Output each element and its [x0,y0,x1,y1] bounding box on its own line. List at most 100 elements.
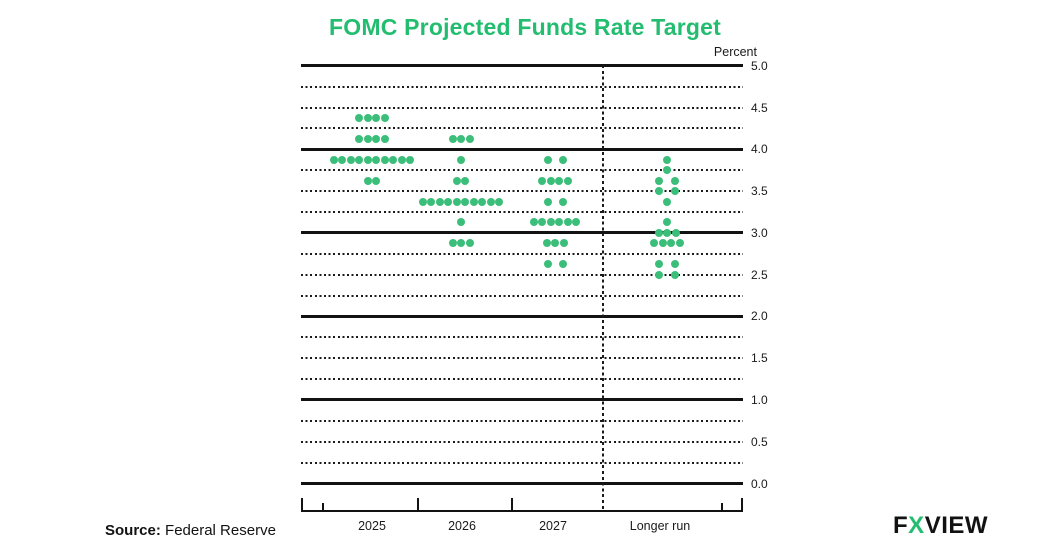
projection-dot [397,155,406,164]
projection-dot [448,134,457,143]
gridline-dotted [301,252,743,255]
y-axis-tick-label: 1.0 [751,392,768,407]
projection-dot [452,176,461,185]
projection-dot [650,239,659,248]
x-axis-label: 2027 [539,519,567,533]
y-axis-unit-label: Percent [713,45,757,59]
projection-dot [363,113,372,122]
projection-dot [538,176,547,185]
projection-dot [546,176,555,185]
projection-dot [563,176,572,185]
projection-dot [346,155,355,164]
x-axis-line [301,510,743,512]
projection-dot [546,218,555,227]
gridline-dotted [301,461,743,464]
gridline-dotted [301,169,743,172]
projection-dot [663,155,671,164]
projection-dot [452,197,461,206]
logo-f: F [893,512,909,539]
projection-dot [543,260,552,269]
projection-dot [465,239,474,248]
y-axis-tick-label: 2.5 [751,267,768,282]
projection-dot [555,218,564,227]
projection-dot [448,239,457,248]
gridline-solid [301,231,743,235]
logo-view: VIEW [924,512,989,539]
x-axis-tick [741,498,743,510]
projection-dot [667,239,676,248]
projection-dot [671,187,679,195]
projection-dot [372,155,381,164]
gridline-dotted [301,357,743,360]
y-axis-tick-label: 5.0 [751,58,768,73]
projection-dot [457,155,465,164]
gridline-dotted [301,210,743,213]
projection-dot [558,155,567,164]
gridline-dotted [301,106,743,109]
source-label: Source: [105,522,161,539]
projection-dot [495,197,504,206]
gridline-dotted [301,127,743,130]
gridline-dotted [301,190,743,192]
gridline-solid [301,147,743,151]
x-axis-label: Longer run [629,519,691,533]
gridline-solid [301,314,743,318]
chart-title: FOMC Projected Funds Rate Target [329,14,721,40]
projection-dot [457,134,465,143]
projection-dot [663,218,671,227]
projection-dot [655,270,663,279]
projection-dot [372,134,381,143]
projection-dot [655,260,663,269]
x-axis-tick-minor [322,503,324,510]
gridline-solid [301,398,743,402]
projection-dot [671,270,679,279]
projection-dot [355,134,364,143]
projection-dot [671,176,679,185]
projection-dot [542,239,551,248]
projection-dot [654,228,663,237]
y-axis-tick-label: 0.0 [751,476,768,491]
projection-dot [457,218,465,227]
source-note: Source: Federal Reserve [105,522,276,539]
projection-dot [435,197,444,206]
x-axis-tick [301,498,303,510]
gridline-dotted [301,440,743,443]
brand-logo: FXVIEW [893,512,988,540]
projection-dot [551,239,559,248]
projection-dot [655,187,663,195]
projection-dot [380,134,389,143]
y-axis-tick-label: 3.5 [751,184,768,198]
gridline-dotted [301,273,743,276]
gridline-solid [301,482,743,485]
source-text: Federal Reserve [160,522,276,539]
projection-dot [363,176,372,185]
x-axis-tick [417,498,419,510]
projection-dot [655,176,663,185]
y-axis-tick-label: 1.5 [751,351,768,366]
projection-dot [389,155,398,164]
projection-dot [372,176,381,185]
projection-dot [380,155,389,164]
y-axis-tick-label: 0.5 [751,434,768,449]
longer-run-divider [602,65,604,511]
projection-dot [529,218,538,227]
gridline-dotted [301,419,743,422]
projection-dot [363,155,372,164]
projection-dot [558,197,567,206]
x-axis-label: 2026 [448,519,476,533]
projection-dot [572,218,581,227]
projection-dot [663,197,671,206]
x-axis-tick [511,498,513,510]
projection-dot [671,228,680,237]
projection-dot [406,155,415,164]
x-axis-label: 2025 [358,519,386,533]
projection-dot [555,176,564,185]
y-axis-tick-label: 3.0 [751,225,768,240]
projection-dot [465,134,474,143]
projection-dot [658,239,667,248]
projection-dot [355,155,364,164]
projection-dot [355,113,364,122]
projection-dot [675,239,684,248]
projection-dot [461,176,470,185]
